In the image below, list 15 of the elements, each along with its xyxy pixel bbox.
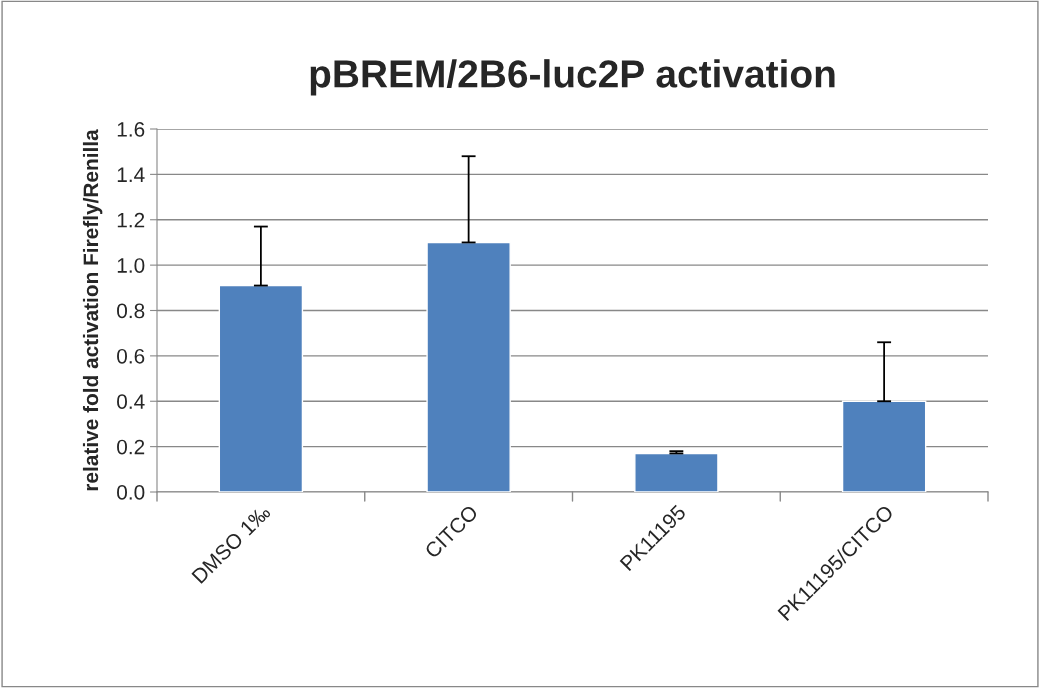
bar bbox=[426, 241, 511, 492]
y-tick-label: 0.4 bbox=[117, 394, 145, 409]
bar bbox=[218, 284, 304, 492]
y-tick-label: 0.2 bbox=[117, 439, 145, 455]
y-axis-title: relative fold activation Firefly/Renilla bbox=[82, 129, 103, 491]
y-tick-label: 1.6 bbox=[117, 122, 145, 137]
y-tick-label: 0.0 bbox=[117, 485, 145, 500]
y-tick-label: 0.8 bbox=[117, 303, 145, 319]
y-tick-label: 1.0 bbox=[117, 258, 145, 273]
bar bbox=[634, 452, 719, 492]
y-tick-label: 1.2 bbox=[117, 212, 145, 228]
chart-title: pBREM/2B6-luc2P activation bbox=[310, 59, 835, 96]
y-tick-label: 0.6 bbox=[117, 348, 145, 364]
y-tick-label: 1.4 bbox=[117, 167, 145, 182]
bar bbox=[841, 400, 927, 492]
